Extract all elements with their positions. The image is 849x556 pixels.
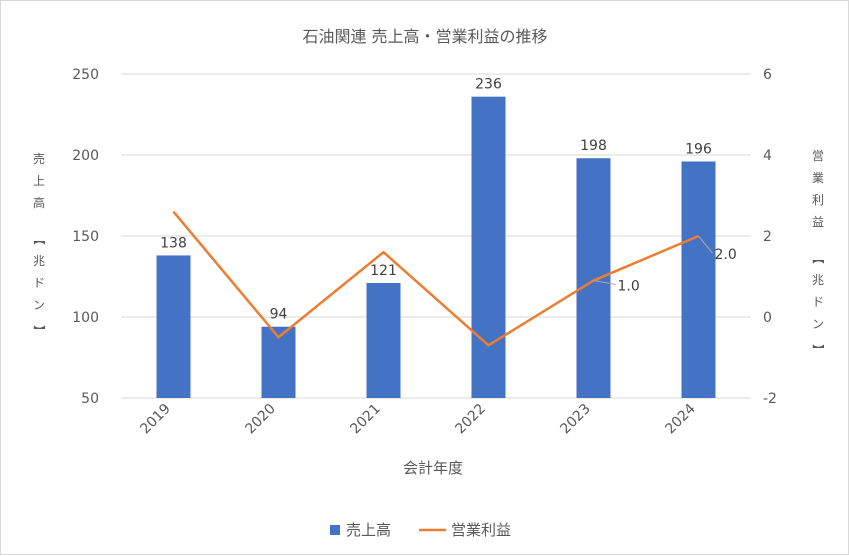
bar bbox=[261, 326, 296, 398]
grid bbox=[121, 73, 751, 399]
y-left-tick-label: 50 bbox=[81, 391, 99, 407]
legend-label: 営業利益 bbox=[451, 521, 511, 539]
bar bbox=[576, 158, 611, 398]
x-axis-title: 会計年度 bbox=[403, 459, 463, 477]
bars bbox=[156, 96, 716, 399]
y-right-title-char: 業 bbox=[812, 171, 824, 185]
line-point bbox=[173, 211, 174, 213]
y-right-tick-label: 2 bbox=[763, 229, 772, 245]
data-label-leader bbox=[593, 280, 616, 286]
line-point bbox=[383, 251, 384, 253]
y-left-tick-label: 200 bbox=[72, 148, 99, 164]
y-right-tick-label: 0 bbox=[763, 310, 772, 326]
x-tick-label: 2022 bbox=[452, 401, 489, 438]
y-axis-left-title: 売上高【兆ドン】 bbox=[32, 151, 46, 337]
legend-swatch-bar bbox=[330, 525, 340, 535]
x-tick-label: 2024 bbox=[662, 401, 699, 438]
y-right-title-char: 利 bbox=[812, 193, 824, 207]
legend-label: 売上高 bbox=[346, 521, 391, 539]
labels: 138 94 121 236 198 196 1.0 2.0 bbox=[160, 77, 737, 323]
legend: 売上高 営業利益 bbox=[330, 521, 511, 539]
y-right-tick-label: 4 bbox=[763, 148, 772, 164]
data-label-leader bbox=[698, 235, 713, 254]
x-tick-label: 2020 bbox=[242, 401, 279, 438]
y-right-title-char: ン bbox=[812, 317, 824, 331]
y-right-title-char: 営 bbox=[812, 149, 824, 163]
line-operating-profit bbox=[172, 210, 699, 347]
y-right-title-char: 兆 bbox=[812, 273, 824, 287]
bar bbox=[681, 161, 716, 398]
y-right-tick-label: -2 bbox=[763, 391, 777, 407]
y-left-title-char: 上 bbox=[33, 174, 45, 188]
y-left-title-char: ン bbox=[33, 298, 45, 312]
bar bbox=[156, 255, 191, 398]
bar-data-label: 94 bbox=[270, 307, 288, 323]
x-tick-label: 2021 bbox=[347, 401, 384, 438]
y-left-title-char: 兆 bbox=[33, 254, 45, 268]
y-left-title-char: 】 bbox=[32, 325, 46, 337]
bar bbox=[471, 96, 506, 399]
line-point bbox=[278, 336, 279, 338]
y-left-title-char: 【 bbox=[32, 233, 46, 245]
y-left-title-char: 高 bbox=[33, 195, 45, 210]
line-data-label: 1.0 bbox=[618, 279, 640, 295]
y-right-tick-label: 6 bbox=[763, 67, 772, 83]
bar-data-label: 138 bbox=[160, 235, 187, 251]
y-right-title-char: ド bbox=[812, 295, 824, 309]
bar-data-label: 121 bbox=[370, 263, 397, 279]
y-left-tick-label: 150 bbox=[72, 229, 99, 245]
y-left-tick-label: 100 bbox=[72, 310, 99, 326]
bar-data-label: 198 bbox=[580, 138, 607, 154]
y-axis-right-title: 営業利益【兆ドン】 bbox=[811, 149, 825, 356]
x-tick-label: 2019 bbox=[137, 401, 174, 438]
y-right-title-char: 【 bbox=[811, 252, 825, 264]
y-left-title-char: 売 bbox=[33, 151, 45, 166]
y-right-title-char: 】 bbox=[811, 344, 825, 356]
bar-data-label: 196 bbox=[685, 141, 712, 157]
chart-title: 石油関連 売上高・営業利益の推移 bbox=[302, 27, 547, 46]
line-point bbox=[488, 344, 489, 346]
y-right-title-char: 益 bbox=[812, 215, 824, 229]
y-left-tick-label: 250 bbox=[72, 67, 99, 83]
bar-data-label: 236 bbox=[475, 77, 502, 93]
bar bbox=[366, 282, 401, 398]
line-data-label: 2.0 bbox=[715, 247, 737, 263]
y-left-title-char: ド bbox=[33, 276, 45, 290]
x-tick-label: 2023 bbox=[557, 401, 594, 438]
